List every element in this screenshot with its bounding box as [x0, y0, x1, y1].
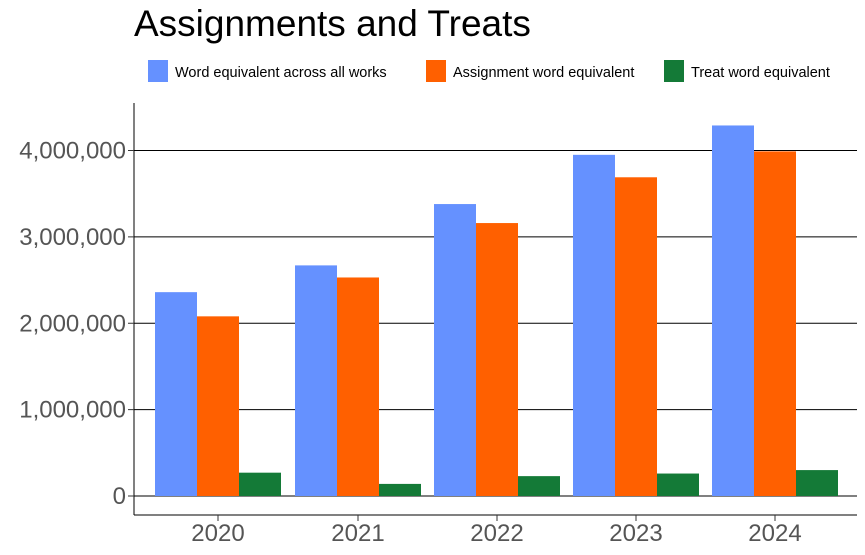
- legend-label-series-1: Word equivalent across all works: [175, 65, 387, 81]
- y-tick-label: 3,000,000: [19, 224, 126, 251]
- x-tick-label: 2020: [191, 520, 244, 547]
- y-tick-label: 1,000,000: [19, 397, 126, 424]
- bar-2020-series-2: [197, 316, 239, 496]
- y-tick-label: 2,000,000: [19, 310, 126, 337]
- bars: [155, 125, 838, 496]
- x-tick-label: 2023: [609, 520, 662, 547]
- bar-2023-series-3: [657, 473, 699, 496]
- x-tick-label: 2021: [331, 520, 384, 547]
- legend-swatch-series-3: [664, 60, 684, 82]
- legend-label-series-2: Assignment word equivalent: [453, 65, 634, 81]
- chart-title: Assignments and Treats: [134, 3, 531, 44]
- bar-2022-series-2: [476, 223, 518, 496]
- bar-2020-series-3: [239, 472, 281, 496]
- bar-2024-series-3: [796, 470, 838, 496]
- legend: Word equivalent across all works Assignme…: [148, 60, 830, 82]
- bar-2022-series-1: [434, 204, 476, 496]
- y-tick-label: 4,000,000: [19, 138, 126, 165]
- y-tick-label: 0: [113, 483, 126, 510]
- bar-2024-series-2: [754, 151, 796, 496]
- bar-2020-series-1: [155, 292, 197, 496]
- x-axis-ticks: 2020 2021 2022 2023 2024: [191, 515, 802, 547]
- legend-swatch-series-1: [148, 60, 168, 82]
- bar-2023-series-1: [573, 154, 615, 496]
- bar-2021-series-1: [295, 265, 337, 496]
- bar-2024-series-1: [712, 125, 754, 496]
- legend-swatch-series-2: [426, 60, 446, 82]
- bar-2021-series-2: [337, 277, 379, 496]
- axes: [133, 103, 857, 516]
- bar-2022-series-3: [518, 476, 560, 496]
- legend-label-series-3: Treat word equivalent: [691, 65, 830, 81]
- bar-2023-series-2: [615, 177, 657, 496]
- x-tick-label: 2022: [470, 520, 523, 547]
- bar-2021-series-3: [379, 483, 421, 496]
- y-axis-ticks: 0 1,000,000 2,000,000 3,000,000 4,000,000: [19, 138, 134, 510]
- x-tick-label: 2024: [748, 520, 801, 547]
